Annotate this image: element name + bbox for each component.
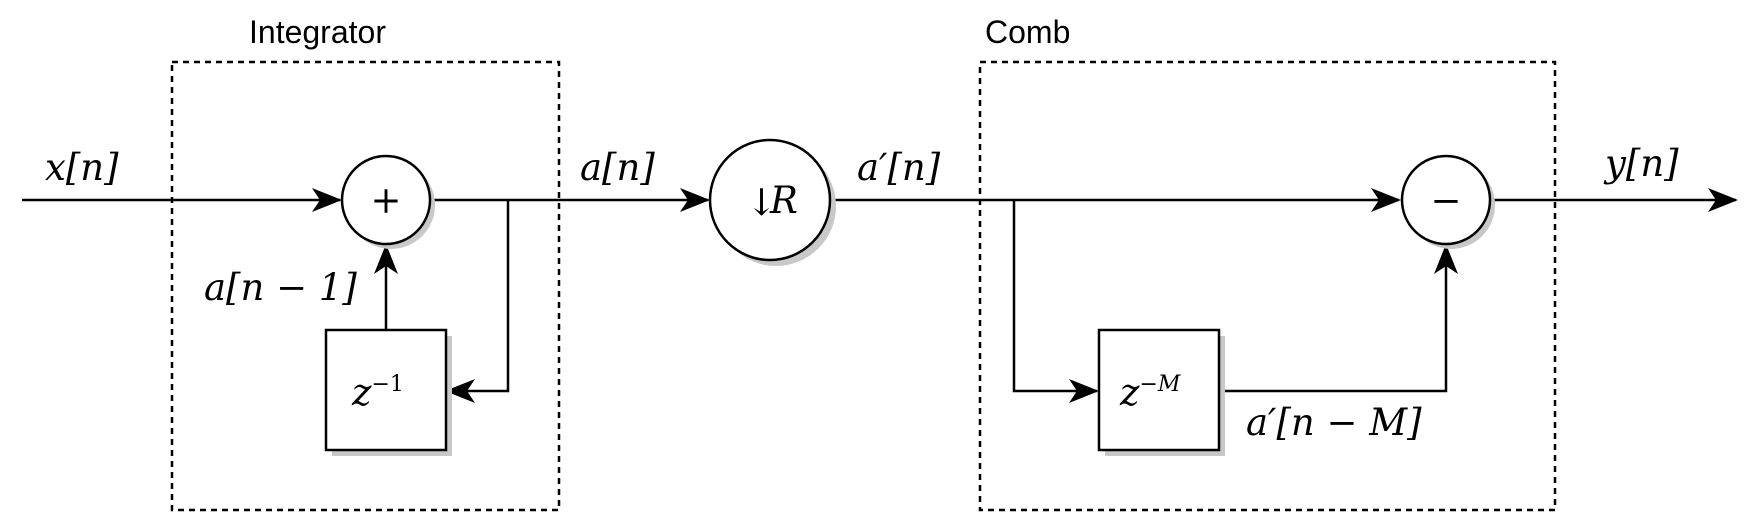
subtractor-node: − <box>1400 154 1495 249</box>
downsample-arrow-icon: ↓ <box>746 181 777 224</box>
comb-group-label: Comb <box>985 14 1070 50</box>
signal-a-prime-n: a′[n] <box>857 146 941 189</box>
comb-delay-base: z <box>1119 371 1140 414</box>
plus-symbol: + <box>370 179 401 222</box>
unit-delay-exponent: −1 <box>372 372 404 397</box>
unit-delay-base: z <box>351 371 372 414</box>
comb-group-box <box>978 60 1557 512</box>
signal-a-n-minus-1: a[n − 1] <box>204 266 357 309</box>
signal-y-n: y[n] <box>1603 142 1679 185</box>
integrator-group-box <box>170 60 561 512</box>
svg-text:z−M: z−M <box>1119 371 1181 414</box>
minus-symbol: − <box>1430 179 1461 222</box>
comb-branch-wire <box>1012 200 1099 403</box>
delayed-wire <box>1222 244 1458 393</box>
unit-delay-block: z−1 <box>324 328 452 456</box>
downsample-factor: R <box>769 179 798 222</box>
comb-delay-exponent: −M <box>1140 372 1181 397</box>
signal-a-prime-n-minus-m: a′[n − M] <box>1246 401 1422 444</box>
svg-text:z−1: z−1 <box>351 371 404 414</box>
integrator-group-label: Integrator <box>249 14 386 50</box>
downsampler-node: ↓ R <box>708 138 836 266</box>
signal-a-n: a[n] <box>580 146 655 189</box>
feedback-branch-wire <box>445 200 510 403</box>
signal-x-n: x[n] <box>45 146 119 189</box>
adder-node: + <box>340 154 435 249</box>
comb-delay-block: z−M <box>1097 328 1225 456</box>
